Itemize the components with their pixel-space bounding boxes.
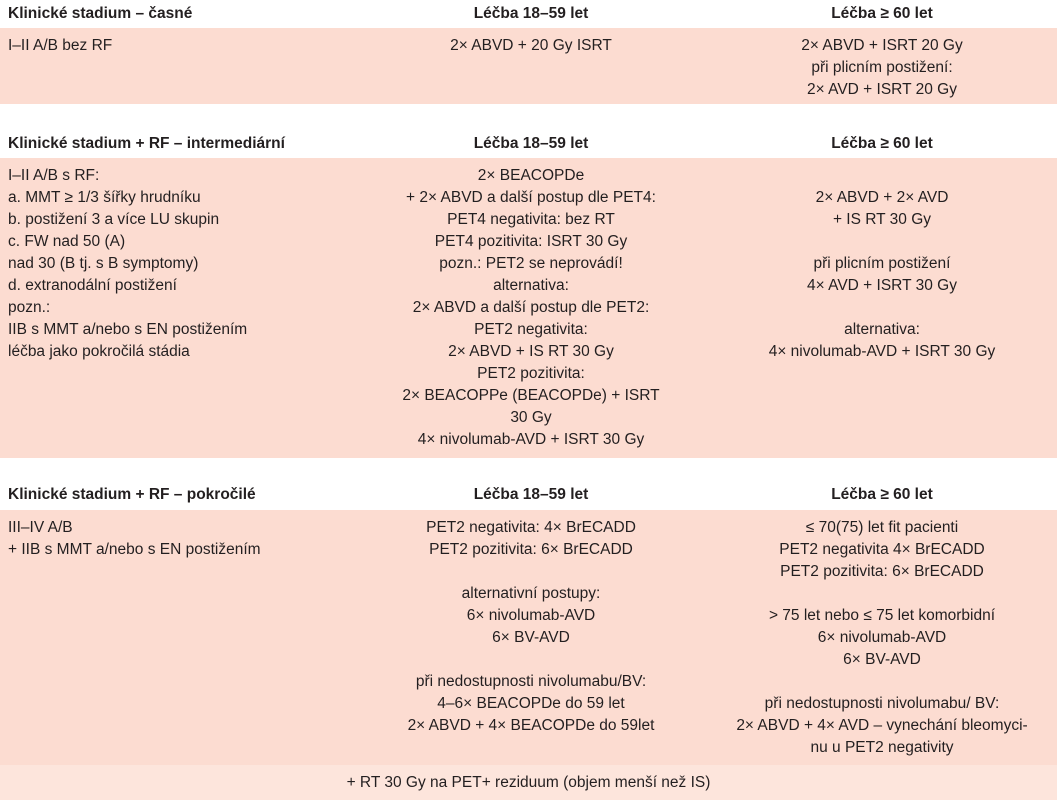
text-line: 2× ABVD + 2× AVD xyxy=(815,189,949,206)
text-line: 2× BEACOPPe (BEACOPDe) + ISRT xyxy=(402,387,660,404)
text-line: při nedostupnosti nivolumabu/ BV: xyxy=(764,695,1000,712)
text-line: + IIB s MMT a/nebo s EN postižením xyxy=(8,541,261,558)
text-line: 2× ABVD + 20 Gy ISRT xyxy=(450,37,612,54)
text-line: PET4 negativita: bez RT xyxy=(447,211,615,228)
paragraph: 2× ABVD + ISRT 20 Gy při plicním postižen… xyxy=(707,35,1057,101)
text-line: d. extranodální postižení xyxy=(8,277,177,294)
text-line: a. MMT ≥ 1/3 šířky hrudníku xyxy=(8,189,201,206)
paragraph: alternativní postupy: 6× nivolumab-AVD 6× … xyxy=(355,583,707,649)
table-section: Klinické stadium – časné Léčba 18–59 let L… xyxy=(0,0,1057,104)
paragraph: alternativa: 4× nivolumab-AVD + ISRT 30 G… xyxy=(707,319,1057,363)
text-line: nad 30 (B tj. s B symptomy) xyxy=(8,255,199,272)
text-line: III–IV A/B xyxy=(8,519,73,536)
text-line: + 2× ABVD a další postup dle PET4: xyxy=(406,189,656,206)
text-line: alternativa: xyxy=(493,277,569,294)
text-line: 6× BV-AVD xyxy=(492,629,570,646)
body-cell: 2× BEACOPDe + 2× ABVD a další postup dle … xyxy=(355,165,707,458)
text-line: pozn.: xyxy=(8,299,51,316)
body-cell: 2× ABVD + 2× AVD + IS RT 30 Gy při plicním… xyxy=(707,165,1057,458)
text-line: ≤ 70(75) let fit pacienti xyxy=(805,519,959,536)
text-line: 2× BEACOPDe xyxy=(477,167,585,184)
text-line: IIB s MMT a/nebo s EN postižením xyxy=(8,321,248,338)
text-line: 4× nivolumab-AVD + ISRT 30 Gy xyxy=(417,431,645,448)
table-section: Klinické stadium + RF – pokročilé Léčba 1… xyxy=(0,480,1057,765)
body-cell: III–IV A/B + IIB s MMT a/nebo s EN postiž… xyxy=(0,517,355,765)
text-line: PET4 pozitivita: ISRT 30 Gy xyxy=(434,233,628,250)
text-line: alternativní postupy: xyxy=(461,585,601,602)
paragraph: 2× ABVD + 2× AVD + IS RT 30 Gy xyxy=(707,187,1057,231)
text-line: PET2 pozitivita: xyxy=(477,365,585,382)
body-row: III–IV A/B + IIB s MMT a/nebo s EN postiž… xyxy=(0,510,1057,765)
table-section: Klinické stadium + RF – intermediární Léč… xyxy=(0,130,1057,458)
body-cell: ≤ 70(75) let fit pacienti PET2 negativita… xyxy=(707,517,1057,765)
header-cell: Léčba ≥ 60 let xyxy=(831,135,933,152)
header-cell: Léčba 18–59 let xyxy=(473,135,589,152)
text-line: + IS RT 30 Gy xyxy=(832,211,932,228)
paragraph: > 75 let nebo ≤ 75 let komorbidní 6× nivo… xyxy=(707,605,1057,671)
paragraph: I–II A/B bez RF xyxy=(8,35,355,57)
text-line: při plicním postižení xyxy=(813,255,951,272)
text-line: c. FW nad 50 (A) xyxy=(8,233,126,250)
paragraph: III–IV A/B + IIB s MMT a/nebo s EN postiž… xyxy=(8,517,355,561)
text-line: alternativa: xyxy=(844,321,920,338)
text-line: PET2 negativita 4× BrECADD xyxy=(779,541,985,558)
paragraph: 2× BEACOPDe + 2× ABVD a další postup dle … xyxy=(355,165,707,451)
body-cell: PET2 negativita: 4× BrECADD PET2 pozitivi… xyxy=(355,517,707,765)
text-line: PET2 negativita: 4× BrECADD xyxy=(426,519,636,536)
text-line: pozn.: PET2 se neprovádí! xyxy=(439,255,623,272)
paragraph: při nedostupnosti nivolumabu/ BV: 2× ABVD… xyxy=(707,693,1057,759)
footer-note: + RT 30 Gy na PET+ reziduum (objem menší… xyxy=(0,765,1057,800)
paragraph: při plicním postižení 4× AVD + ISRT 30 Gy xyxy=(707,253,1057,297)
text-line: při plicním postižení: xyxy=(811,59,953,76)
body-row: I–II A/B s RF: a. MMT ≥ 1/3 šířky hrudník… xyxy=(0,158,1057,458)
header-cell: Léčba ≥ 60 let xyxy=(831,5,933,22)
text-line: b. postižení 3 a více LU skupin xyxy=(8,211,220,228)
paragraph: PET2 negativita: 4× BrECADD PET2 pozitivi… xyxy=(355,517,707,561)
header-cell: Léčba 18–59 let xyxy=(473,5,589,22)
body-cell: 2× ABVD + ISRT 20 Gy při plicním postižen… xyxy=(707,35,1057,104)
text-line: 2× ABVD + IS RT 30 Gy xyxy=(448,343,614,360)
text-line: 4× nivolumab-AVD + ISRT 30 Gy xyxy=(768,343,996,360)
text-line: > 75 let nebo ≤ 75 let komorbidní xyxy=(768,607,996,624)
text-line: 4–6× BEACOPDe do 59 let xyxy=(437,695,625,712)
text-line: I–II A/B s RF: xyxy=(8,167,100,184)
text-line: nu u PET2 negativity xyxy=(810,739,954,756)
header-cell: Léčba 18–59 let xyxy=(473,486,589,503)
text-line: 2× ABVD + 4× BEACOPDe do 59let xyxy=(407,717,655,734)
text-line: 4× AVD + ISRT 30 Gy xyxy=(807,277,957,294)
text-line: PET2 pozitivita: 6× BrECADD xyxy=(780,563,984,580)
paragraph: při nedostupnosti nivolumabu/BV: 4–6× BEA… xyxy=(355,671,707,737)
header-row: Klinické stadium + RF – intermediární Léč… xyxy=(0,130,1057,158)
text-line: 6× nivolumab-AVD xyxy=(817,629,947,646)
text-line: I–II A/B bez RF xyxy=(8,37,113,54)
header-cell: Léčba ≥ 60 let xyxy=(831,486,933,503)
text-line: PET2 negativita: xyxy=(474,321,588,338)
header-cell: Klinické stadium + RF – intermediární xyxy=(8,135,285,152)
paragraph: 2× ABVD + 20 Gy ISRT xyxy=(355,35,707,57)
paragraph: I–II A/B s RF: a. MMT ≥ 1/3 šířky hrudník… xyxy=(8,165,355,363)
text-line: PET2 pozitivita: 6× BrECADD xyxy=(429,541,633,558)
text-line: 30 Gy xyxy=(510,409,552,426)
body-cell: 2× ABVD + 20 Gy ISRT xyxy=(355,35,707,104)
text-line: 6× BV-AVD xyxy=(843,651,921,668)
header-cell: Klinické stadium + RF – pokročilé xyxy=(8,486,256,503)
text-line: při nedostupnosti nivolumabu/BV: xyxy=(415,673,647,690)
text-line: 2× ABVD a další postup dle PET2: xyxy=(412,299,650,316)
text-line: 6× nivolumab-AVD xyxy=(466,607,596,624)
body-row: I–II A/B bez RF 2× ABVD + 20 Gy ISRT 2× AB… xyxy=(0,28,1057,104)
text-line: 2× ABVD + 4× AVD – vynechání bleomyci- xyxy=(736,717,1028,734)
text-line: 2× AVD + ISRT 20 Gy xyxy=(807,81,957,98)
paragraph: ≤ 70(75) let fit pacienti PET2 negativita… xyxy=(707,517,1057,583)
text-line: 2× ABVD + ISRT 20 Gy xyxy=(801,37,963,54)
text-line: léčba jako pokročilá stádia xyxy=(8,343,190,360)
header-row: Klinické stadium – časné Léčba 18–59 let L… xyxy=(0,0,1057,28)
body-cell: I–II A/B bez RF xyxy=(0,35,355,104)
header-row: Klinické stadium + RF – pokročilé Léčba 1… xyxy=(0,480,1057,510)
header-cell: Klinické stadium – časné xyxy=(8,5,193,22)
body-cell: I–II A/B s RF: a. MMT ≥ 1/3 šířky hrudník… xyxy=(0,165,355,458)
